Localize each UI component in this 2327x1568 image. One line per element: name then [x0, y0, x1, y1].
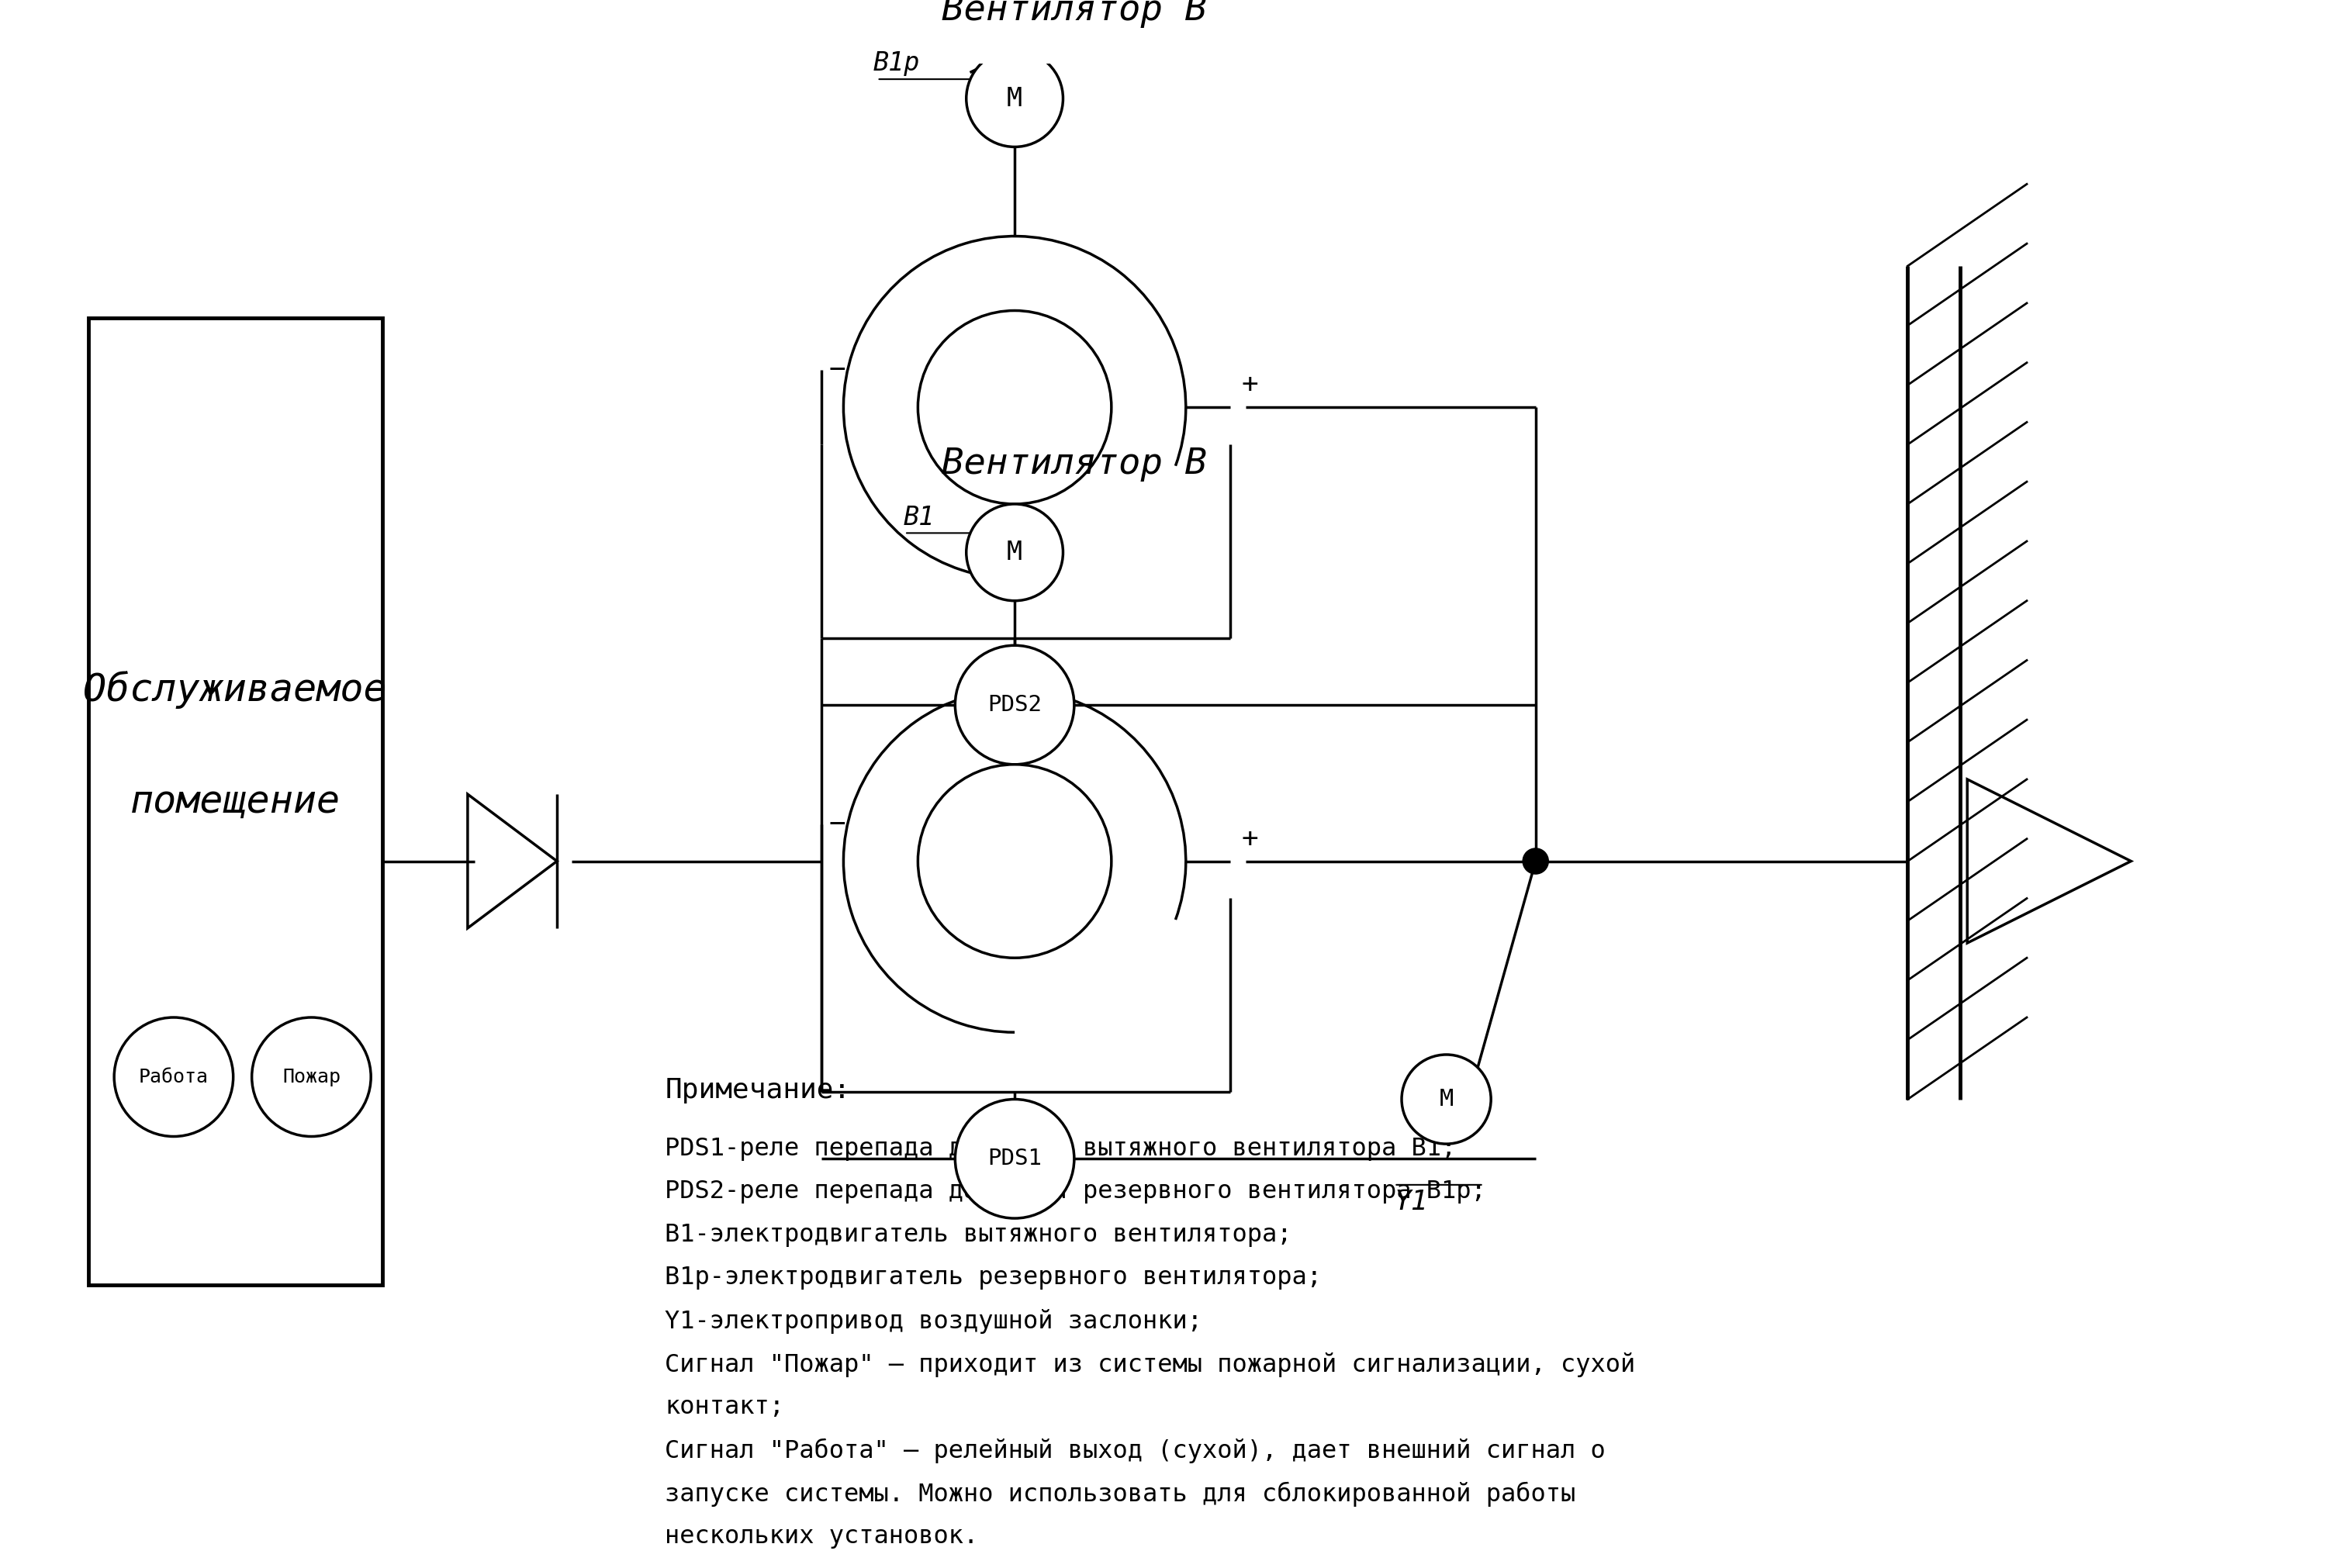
- Text: Сигнал "Пожар" – приходит из системы пожарной сигнализации, сухой: Сигнал "Пожар" – приходит из системы пож…: [666, 1352, 1636, 1377]
- Circle shape: [954, 646, 1075, 765]
- Text: −: −: [828, 358, 845, 383]
- Circle shape: [251, 1018, 370, 1137]
- Text: Примечание:: Примечание:: [666, 1077, 849, 1104]
- Circle shape: [1522, 848, 1550, 875]
- Circle shape: [114, 1018, 233, 1137]
- Bar: [88, 318, 382, 1286]
- Text: PDS2-реле перепада давления резервного вентилятора B1р;: PDS2-реле перепада давления резервного в…: [666, 1179, 1487, 1204]
- Text: Y1-электропривод воздушной заслонки;: Y1-электропривод воздушной заслонки;: [666, 1309, 1203, 1334]
- Circle shape: [966, 50, 1063, 147]
- Text: PDS1-реле перепада давления вытяжного вентилятора B1;: PDS1-реле перепада давления вытяжного ве…: [666, 1137, 1457, 1160]
- Text: B1р-электродвигатель резервного вентилятора;: B1р-электродвигатель резервного вентилят…: [666, 1265, 1322, 1290]
- Text: B1-электродвигатель вытяжного вентилятора;: B1-электродвигатель вытяжного вентилятор…: [666, 1223, 1291, 1247]
- Text: M: M: [1008, 539, 1022, 564]
- Text: Y1: Y1: [1394, 1189, 1429, 1215]
- Circle shape: [966, 503, 1063, 601]
- Circle shape: [1401, 1055, 1492, 1145]
- Text: +: +: [1243, 372, 1259, 398]
- Text: M: M: [1438, 1088, 1454, 1110]
- Text: M: M: [1008, 86, 1022, 111]
- Text: −: −: [828, 811, 845, 837]
- Text: Обслуживаемое: Обслуживаемое: [84, 671, 386, 709]
- Text: B1р: B1р: [873, 50, 919, 77]
- Text: запуске системы. Можно использовать для сблокированной работы: запуске системы. Можно использовать для …: [666, 1482, 1575, 1507]
- Text: контакт;: контакт;: [666, 1396, 784, 1419]
- Text: PDS1: PDS1: [987, 1148, 1042, 1170]
- Circle shape: [917, 765, 1112, 958]
- Text: +: +: [1243, 826, 1259, 851]
- Circle shape: [954, 1099, 1075, 1218]
- Text: нескольких установок.: нескольких установок.: [666, 1524, 977, 1549]
- Text: помещение: помещение: [130, 782, 340, 820]
- Text: Вентилятор В: Вентилятор В: [942, 0, 1208, 28]
- Text: PDS2: PDS2: [987, 695, 1042, 715]
- Text: Пожар: Пожар: [282, 1068, 340, 1087]
- Text: Сигнал "Работа" – релейный выход (сухой), дает внешний сигнал о: Сигнал "Работа" – релейный выход (сухой)…: [666, 1438, 1606, 1463]
- Text: B1: B1: [903, 505, 933, 530]
- Circle shape: [917, 310, 1112, 503]
- Text: Вентилятор В: Вентилятор В: [942, 447, 1208, 481]
- Text: Работа: Работа: [140, 1068, 209, 1087]
